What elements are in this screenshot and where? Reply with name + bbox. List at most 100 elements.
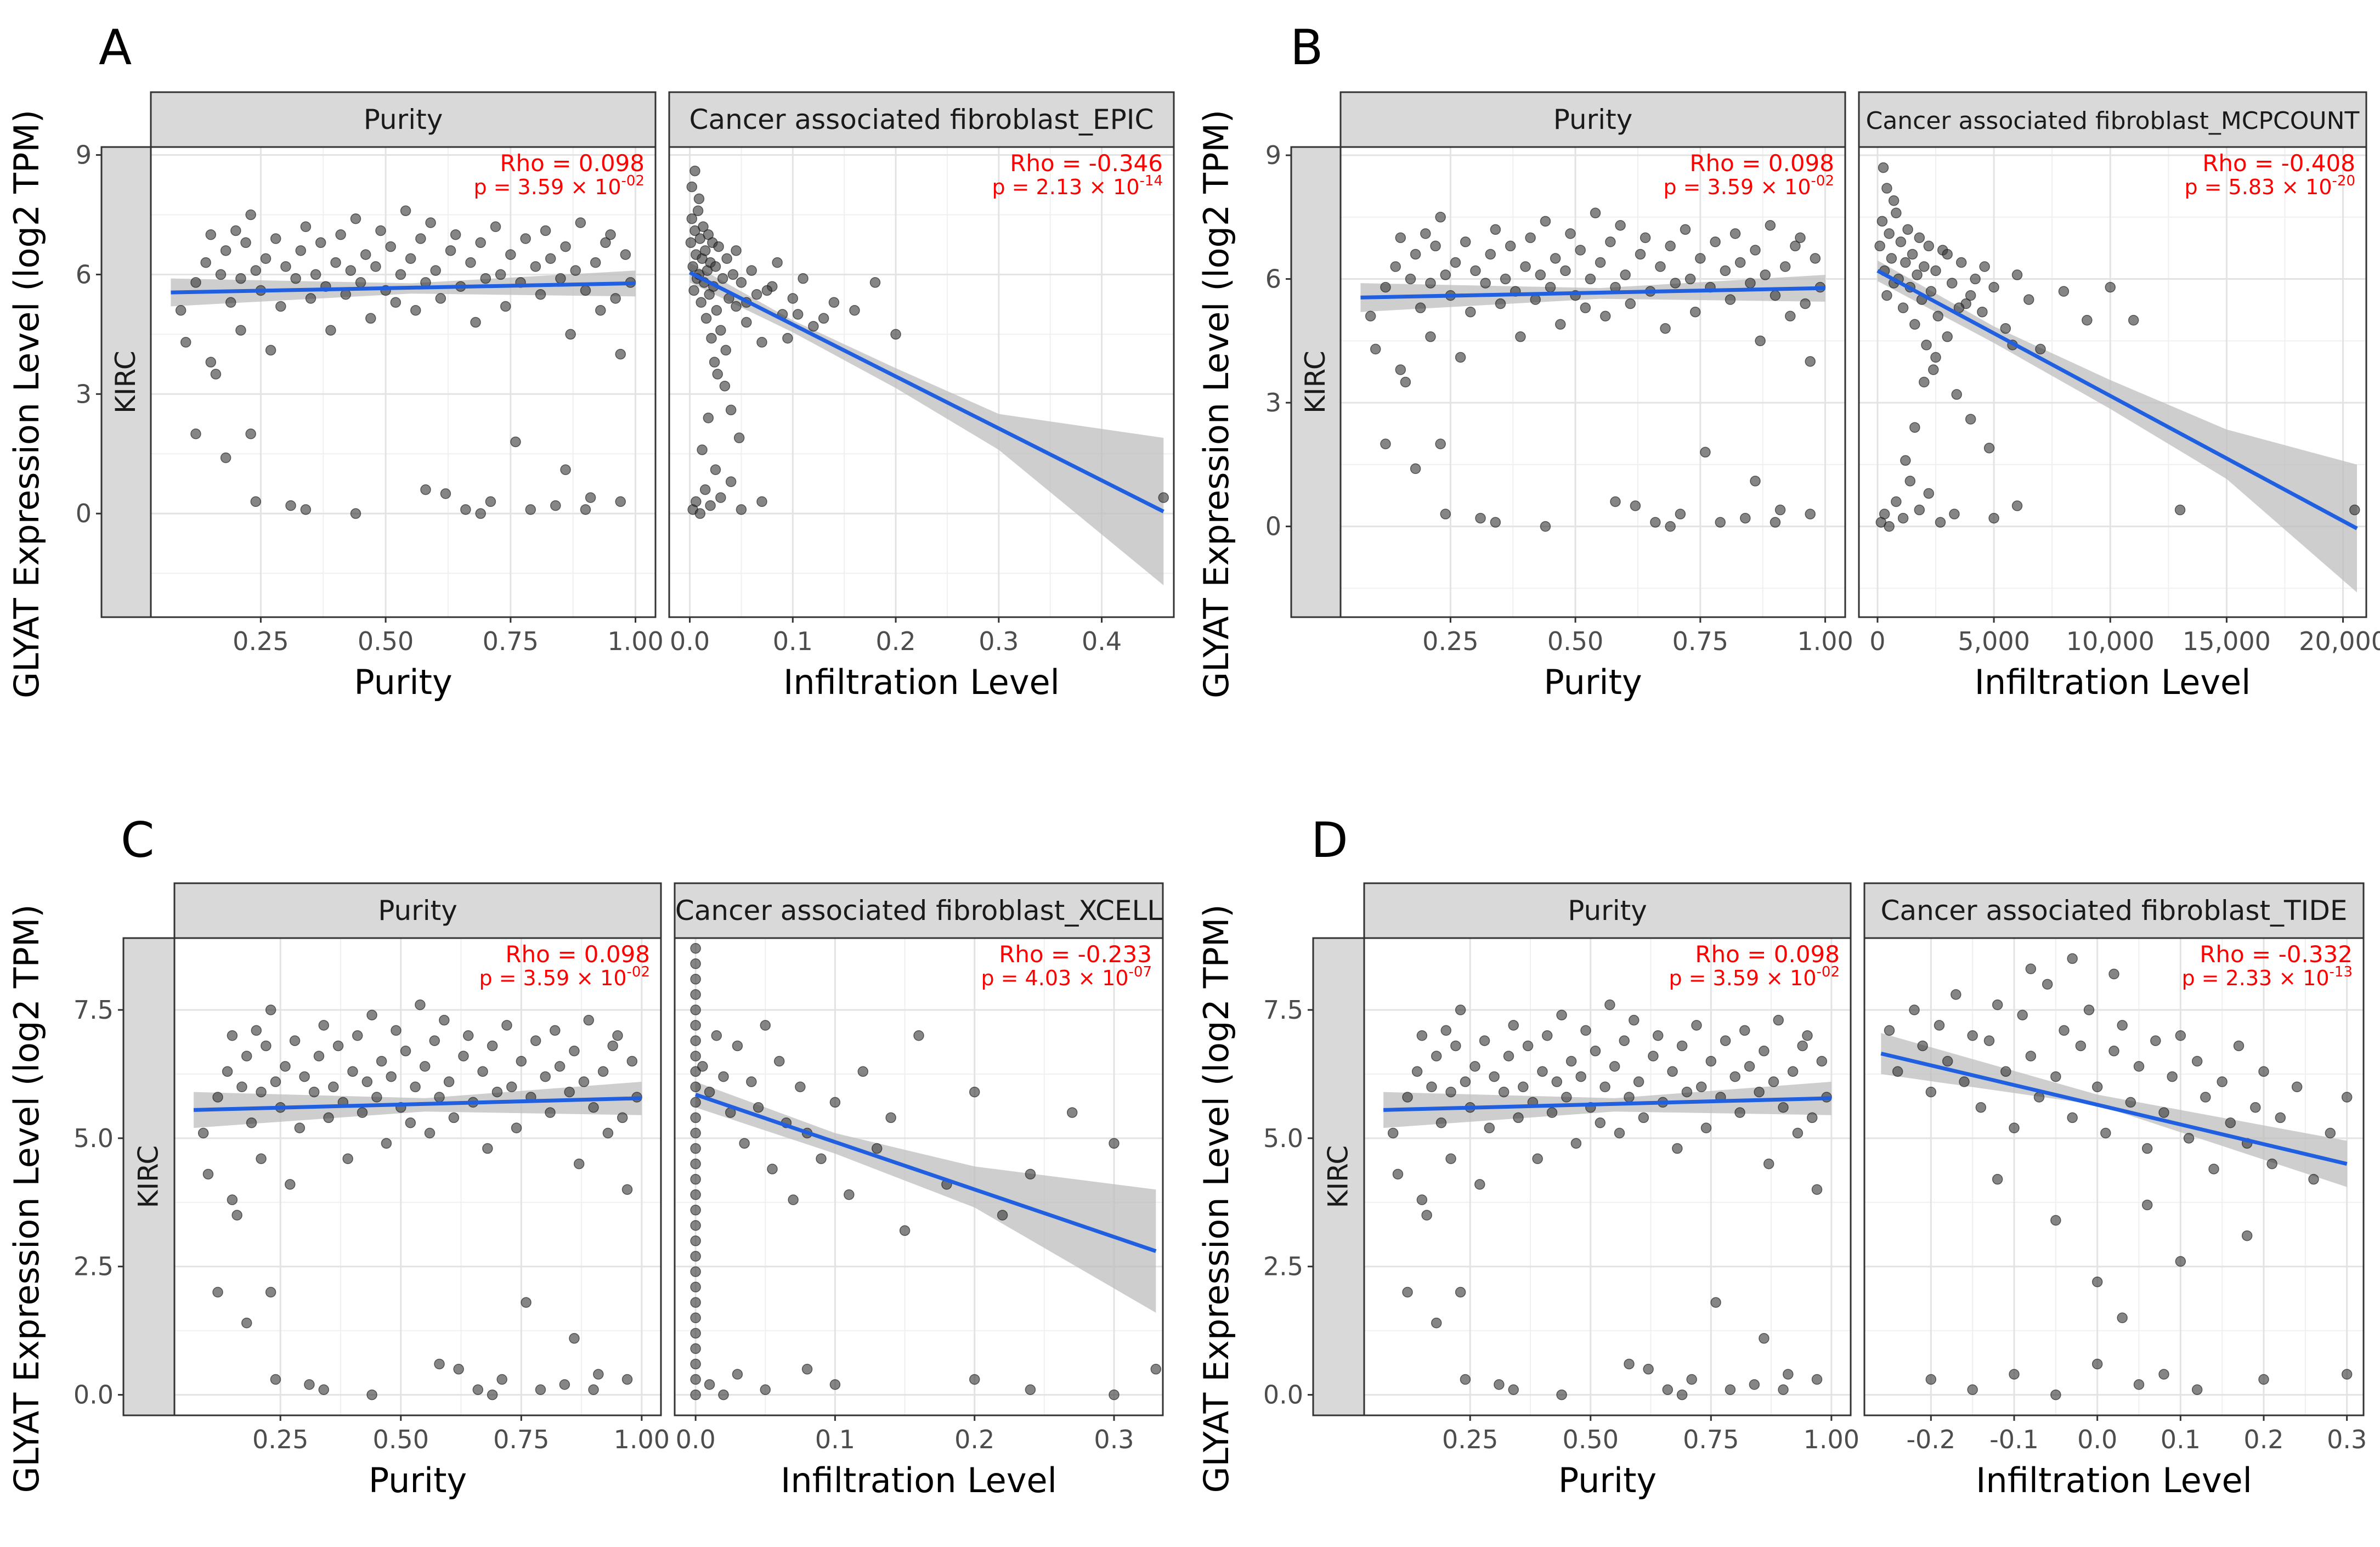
data-point [435, 293, 446, 304]
data-point [265, 345, 276, 356]
x-tick-label: 0.0 [670, 626, 710, 656]
data-point [1520, 261, 1531, 272]
x-tick-label: 1.00 [607, 626, 663, 656]
data-point [250, 496, 262, 507]
regression-line [171, 281, 636, 295]
data-point [1965, 414, 1976, 425]
data-point [1955, 257, 1967, 268]
data-point [1495, 298, 1506, 309]
data-point [453, 1364, 464, 1375]
data-point [1380, 438, 1391, 450]
data-point [1992, 999, 2003, 1010]
data-point [1917, 1040, 1928, 1052]
data-point [760, 1020, 771, 1031]
data-point [1387, 1127, 1399, 1139]
data-point [429, 1035, 440, 1046]
data-point [1370, 343, 1381, 355]
data-point [1909, 422, 1920, 433]
data-point [2217, 1076, 2228, 1087]
data-point [1946, 278, 1958, 289]
data-point [1460, 236, 1471, 247]
data-point [1490, 224, 1501, 235]
data-point [580, 285, 591, 296]
data-point [687, 261, 698, 272]
data-point [727, 269, 739, 280]
data-point [1638, 1112, 1649, 1123]
data-point [470, 317, 481, 328]
data-point [2241, 1230, 2253, 1241]
data-point [540, 1071, 551, 1082]
data-point [371, 1092, 382, 1103]
y-tick-label: 9 [76, 140, 92, 170]
data-point [395, 269, 406, 280]
data-point [621, 1374, 633, 1385]
data-point [1754, 1086, 1765, 1098]
data-point [617, 1112, 628, 1123]
data-point [1430, 240, 1441, 252]
data-point [2325, 1127, 2336, 1139]
data-point [1425, 331, 1436, 342]
x-tick-label: 0.0 [676, 1425, 716, 1454]
data-point [1470, 265, 1481, 276]
data-point [583, 1014, 595, 1026]
data-point [1975, 1102, 1987, 1113]
facet-strip [1863, 882, 2365, 939]
data-point [1535, 269, 1546, 280]
data-point [366, 1009, 377, 1021]
data-point [1624, 1092, 1635, 1103]
x-tick-label: 0.3 [979, 626, 1019, 656]
rho-label: Rho = -0.233 [999, 941, 1152, 968]
data-point [705, 500, 716, 511]
facet-strip-label: Purity [364, 104, 443, 135]
data-point [753, 1102, 764, 1113]
x-tick-label: 0.75 [493, 1425, 549, 1454]
data-point [530, 261, 541, 272]
data-point [686, 213, 698, 224]
data-point [788, 1194, 799, 1205]
data-point [1513, 1112, 1524, 1123]
data-point [1599, 1081, 1610, 1093]
data-point [560, 464, 571, 476]
data-point [709, 357, 720, 368]
data-point [588, 1102, 599, 1113]
data-point [597, 1066, 609, 1077]
data-point [415, 999, 426, 1010]
y-axis-title: GLYAT Expression Level (log2 TPM) [1196, 904, 1236, 1493]
row-strip-label: KIRC [1322, 1145, 1354, 1209]
data-point [2050, 1215, 2061, 1226]
data-point [1795, 232, 1806, 244]
data-point [731, 301, 742, 312]
data-point [690, 1143, 701, 1154]
data-point [270, 233, 281, 244]
data-point [1498, 1086, 1510, 1098]
data-point [200, 257, 211, 268]
data-point [696, 297, 706, 308]
y-tick-label: 9 [1265, 140, 1281, 170]
data-point [1930, 352, 1941, 363]
p-value-exponent: -02 [627, 964, 650, 980]
p-value-label: p = 3.59 × 10-02 [1669, 964, 1840, 990]
data-point [241, 1051, 252, 1062]
data-point [222, 1066, 233, 1077]
x-tick-label: 0 [1869, 626, 1885, 656]
data-point [1745, 278, 1756, 289]
data-point [1604, 999, 1615, 1010]
data-point [1705, 1055, 1717, 1067]
data-point [828, 297, 840, 308]
y-tick-label: 5.0 [1263, 1123, 1303, 1153]
data-point [236, 1081, 247, 1093]
data-point [487, 1040, 498, 1052]
data-point [294, 1122, 306, 1133]
data-point [1435, 438, 1446, 450]
data-point [1876, 216, 1888, 227]
data-point [717, 273, 728, 284]
data-point [2175, 1256, 2186, 1267]
data-point [381, 1138, 392, 1149]
data-point [1662, 1384, 1674, 1395]
y-tick-label: 3 [76, 379, 92, 409]
data-point [285, 500, 296, 511]
data-point [1484, 1122, 1495, 1133]
data-point [690, 1112, 701, 1123]
data-point [2067, 953, 2078, 964]
